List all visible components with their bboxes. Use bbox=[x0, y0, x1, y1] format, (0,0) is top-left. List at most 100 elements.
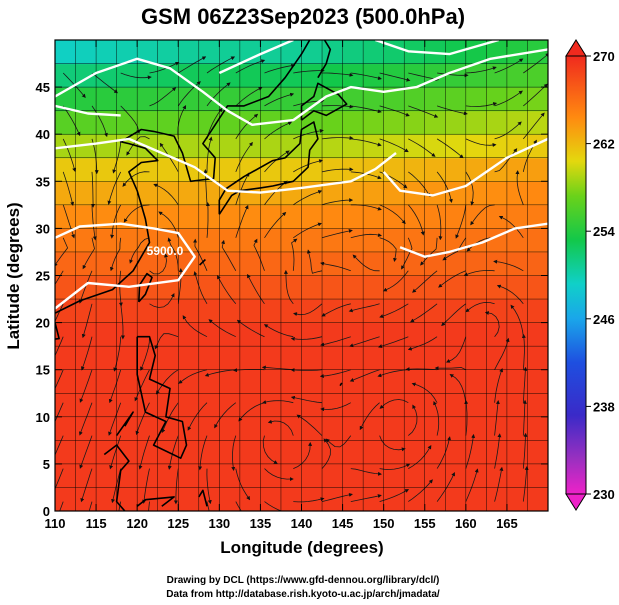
heat-cell bbox=[486, 110, 508, 135]
heat-cell bbox=[363, 40, 385, 65]
coastline-segment bbox=[218, 121, 319, 215]
streamline bbox=[436, 204, 443, 241]
heat-cell bbox=[363, 110, 385, 135]
streamline bbox=[293, 303, 323, 317]
heat-cell bbox=[424, 322, 446, 347]
streamline bbox=[379, 138, 409, 153]
streamline bbox=[465, 138, 497, 147]
streamline bbox=[379, 105, 410, 117]
streamline bbox=[264, 180, 288, 206]
heat-cell bbox=[301, 251, 323, 277]
streamline bbox=[205, 202, 210, 238]
heat-cell bbox=[322, 110, 344, 135]
heat-cell bbox=[342, 251, 364, 277]
heat-cell bbox=[445, 251, 467, 277]
heat-cell bbox=[75, 181, 97, 206]
streamline bbox=[78, 270, 93, 304]
streamline bbox=[438, 270, 466, 288]
streamline bbox=[290, 336, 323, 341]
y-tick-label: 20 bbox=[36, 316, 50, 331]
streamline bbox=[494, 368, 504, 403]
heat-cell bbox=[301, 157, 323, 182]
streamline bbox=[379, 489, 410, 502]
streamline bbox=[62, 171, 75, 206]
heat-cell bbox=[116, 228, 138, 253]
streamline bbox=[134, 369, 150, 402]
heat-cell bbox=[75, 157, 97, 182]
heat-cell bbox=[404, 87, 426, 112]
streamline bbox=[109, 237, 122, 272]
heat-cell bbox=[55, 251, 77, 277]
streamline bbox=[235, 501, 242, 511]
heat-cell bbox=[322, 463, 344, 489]
streamline bbox=[81, 336, 93, 371]
streamline bbox=[123, 204, 150, 223]
heat-cell bbox=[55, 463, 77, 489]
heat-cell bbox=[157, 346, 179, 371]
heat-cell bbox=[486, 299, 508, 324]
x-tick-label: 125 bbox=[167, 516, 189, 531]
heat-cell bbox=[178, 393, 200, 418]
streamline bbox=[470, 204, 495, 226]
streamline bbox=[350, 138, 382, 147]
streamline bbox=[55, 237, 69, 267]
heat-cell bbox=[383, 416, 405, 441]
heat-cell bbox=[280, 393, 303, 418]
streamline bbox=[178, 369, 208, 384]
x-tick-label: 110 bbox=[45, 516, 66, 531]
heat-cell bbox=[116, 40, 138, 65]
heat-cell bbox=[116, 369, 138, 394]
heat-cell bbox=[363, 346, 385, 371]
streamline bbox=[55, 369, 64, 390]
heat-cell bbox=[322, 346, 344, 371]
streamline bbox=[522, 465, 529, 502]
heat-cell bbox=[55, 416, 77, 441]
heat-cell bbox=[219, 346, 241, 371]
heat-cell bbox=[486, 487, 508, 511]
heat-cell bbox=[280, 181, 303, 206]
heat-cell bbox=[239, 228, 262, 253]
chart-title: GSM 06Z23Sep2023 (500.0hPa) bbox=[141, 4, 465, 29]
heat-cell bbox=[342, 181, 364, 206]
heat-cell bbox=[96, 299, 118, 324]
heat-cell bbox=[239, 134, 262, 159]
streamline bbox=[293, 497, 325, 503]
heat-cell bbox=[301, 275, 323, 300]
heat-cell bbox=[383, 110, 405, 135]
streamline bbox=[411, 382, 438, 403]
heat-cell bbox=[260, 322, 282, 347]
heat-cell bbox=[465, 463, 487, 489]
streamline bbox=[325, 435, 352, 448]
heat-cell bbox=[383, 275, 405, 300]
streamline bbox=[379, 399, 409, 409]
heat-cell bbox=[116, 346, 138, 371]
coastline-segment bbox=[339, 382, 343, 387]
streamline bbox=[113, 336, 122, 372]
heat-cell bbox=[322, 40, 344, 65]
streamline bbox=[79, 369, 93, 403]
heat-cell bbox=[157, 181, 179, 206]
streamline bbox=[79, 435, 93, 469]
heat-cell bbox=[424, 251, 446, 277]
heat-cell bbox=[157, 40, 179, 65]
heat-cell bbox=[239, 157, 262, 182]
streamline bbox=[217, 275, 237, 305]
y-tick-label: 45 bbox=[36, 80, 50, 95]
heat-cell bbox=[116, 157, 138, 182]
heat-cell bbox=[445, 346, 467, 371]
heat-cell bbox=[198, 463, 220, 489]
height-contours bbox=[55, 40, 548, 310]
streamline bbox=[261, 365, 294, 371]
heat-cell bbox=[486, 275, 508, 300]
heat-cell bbox=[465, 63, 487, 88]
heat-cell bbox=[383, 369, 405, 394]
streamline bbox=[496, 284, 524, 305]
y-axis-ticks: 0 5 10 15 20 25 30 35 40 45 bbox=[36, 80, 548, 519]
heat-cell bbox=[219, 299, 241, 324]
height-contour bbox=[55, 222, 196, 310]
heat-cell bbox=[465, 346, 487, 371]
streamline bbox=[498, 215, 524, 239]
heat-cell bbox=[527, 204, 548, 229]
streamline bbox=[494, 433, 502, 469]
streamline bbox=[107, 171, 122, 205]
